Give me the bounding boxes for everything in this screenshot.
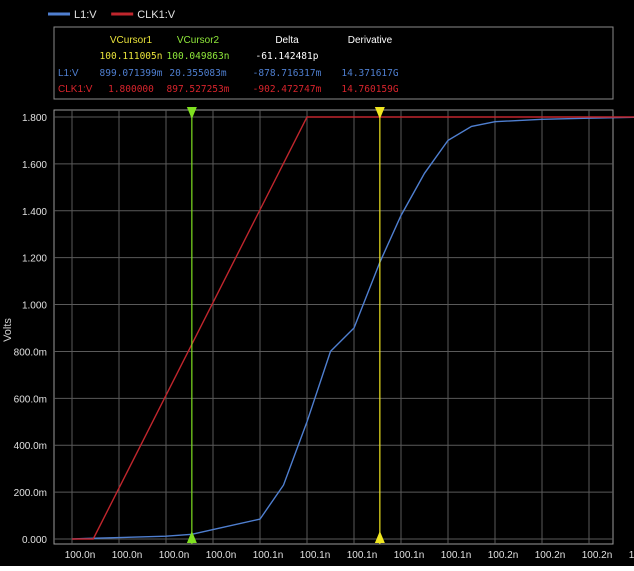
readout-header: Delta xyxy=(275,35,299,46)
y-tick-label: 1.000 xyxy=(22,301,47,312)
x-tick-label: 100.2n xyxy=(629,550,634,561)
x-tick-label: 100.0n xyxy=(206,550,237,561)
y-axis-label: Volts xyxy=(2,318,14,342)
x-tick-label: 100.2n xyxy=(535,550,566,561)
cursor-top-handle[interactable] xyxy=(186,107,197,119)
x-tick-label: 100.0n xyxy=(65,550,96,561)
cursor-top-handle[interactable] xyxy=(374,107,385,119)
y-tick-label: 0.000 xyxy=(22,535,47,546)
x-tick-label: 100.1n xyxy=(253,550,284,561)
readout-header: VCursor2 xyxy=(177,35,220,46)
x-tick-label: 100.1n xyxy=(394,550,425,561)
cursor-readout-panel xyxy=(53,26,614,100)
readout-cell: 14.371617G xyxy=(341,68,398,79)
x-tick-label: 100.2n xyxy=(582,550,613,561)
series-line-l1v xyxy=(71,116,634,540)
readout-cell: 1.800000 xyxy=(108,84,154,95)
x-tick-label: 100.1n xyxy=(441,550,472,561)
y-tick-label: 400.0m xyxy=(14,441,47,452)
y-axis-ticks: 0.000 200.0m 400.0m 600.0m 800.0m 1.000 1.200 1… xyxy=(14,113,48,546)
cursor-group xyxy=(186,107,385,544)
x-tick-label: 100.1n xyxy=(300,550,331,561)
x-axis-ticks: 100.0n 100.0n 100.0n 100.0n 100.1n 100.1n 100.… xyxy=(65,550,634,561)
readout-x-value: -61.142481p xyxy=(256,51,319,62)
readout-x-value: 100.049863n xyxy=(167,51,230,62)
y-tick-label: 600.0m xyxy=(14,394,47,405)
legend: L1:V CLK1:V xyxy=(48,9,176,21)
readout-cell: 14.760159G xyxy=(341,84,398,95)
x-tick-label: 100.0n xyxy=(159,550,190,561)
y-tick-label: 1.400 xyxy=(22,207,47,218)
legend-label: CLK1:V xyxy=(137,9,176,21)
legend-label: L1:V xyxy=(74,9,97,21)
plot-area xyxy=(53,109,614,545)
readout-cell: 899.071399m xyxy=(100,68,163,79)
y-tick-label: 800.0m xyxy=(14,347,47,358)
x-tick-label: 100.2n xyxy=(488,550,519,561)
readout-row-label: CLK1:V xyxy=(58,84,93,95)
readout-header: Derivative xyxy=(348,35,393,46)
cursor-readout-table: VCursor1 VCursor2 Delta Derivative 100.11100… xyxy=(58,35,399,95)
x-tick-label: 100.0n xyxy=(112,550,143,561)
readout-cell: 897.527253m xyxy=(167,84,230,95)
readout-header: VCursor1 xyxy=(110,35,153,46)
series-line-clk1v xyxy=(72,116,634,540)
cursor-bottom-handle[interactable] xyxy=(186,531,197,543)
x-tick-label: 100.1n xyxy=(347,550,378,561)
readout-row-label: L1:V xyxy=(58,68,79,79)
readout-x-value: 100.111005n xyxy=(100,51,163,62)
y-tick-label: 1.600 xyxy=(22,160,47,171)
cursor-bottom-handle[interactable] xyxy=(374,531,385,543)
y-tick-label: 200.0m xyxy=(14,488,47,499)
readout-cell: -878.716317m xyxy=(253,68,322,79)
grid xyxy=(54,110,613,544)
readout-cell: 20.355083m xyxy=(169,68,226,79)
readout-cell: -902.472747m xyxy=(253,84,322,95)
y-tick-label: 1.200 xyxy=(22,254,47,265)
series-group xyxy=(71,116,634,540)
y-tick-label: 1.800 xyxy=(22,113,47,124)
